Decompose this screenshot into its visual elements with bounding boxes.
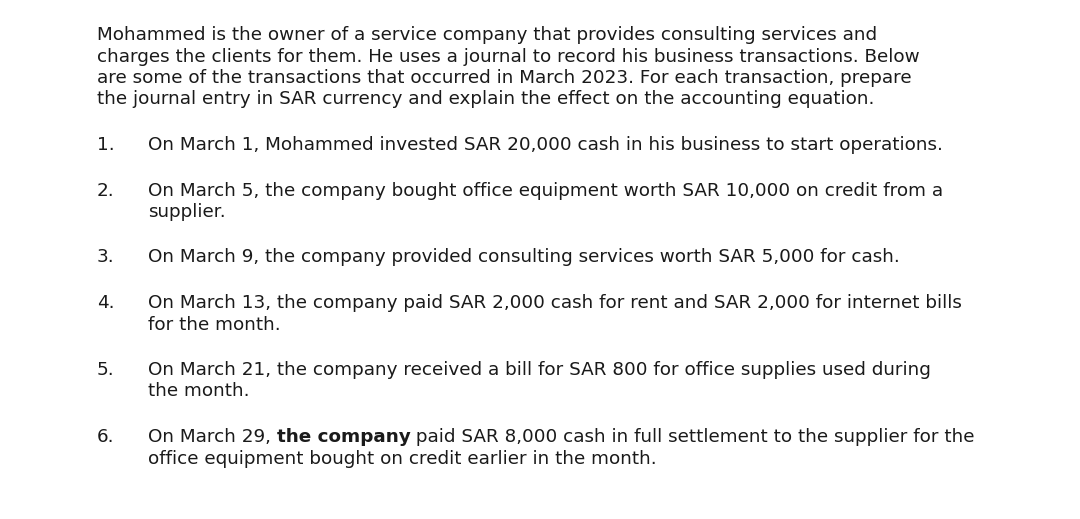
Text: for the month.: for the month. [148, 316, 281, 334]
Text: office equipment bought on credit earlier in the month.: office equipment bought on credit earlie… [148, 449, 657, 468]
Text: 2.: 2. [97, 182, 114, 199]
Text: 1.: 1. [97, 136, 114, 154]
Text: On March 13, the company paid SAR 2,000 cash for rent and SAR 2,000 for internet: On March 13, the company paid SAR 2,000 … [148, 294, 962, 312]
Text: supplier.: supplier. [148, 203, 226, 221]
Text: the journal entry in SAR currency and explain the effect on the accounting equat: the journal entry in SAR currency and ex… [97, 90, 875, 108]
Text: are some of the transactions that occurred in March 2023. For each transaction, : are some of the transactions that occurr… [97, 69, 912, 87]
Text: On March 29,: On March 29, [148, 428, 276, 446]
Text: 5.: 5. [97, 361, 114, 379]
Text: On March 5, the company bought office equipment worth SAR 10,000 on credit from : On March 5, the company bought office eq… [148, 182, 943, 199]
Text: paid SAR 8,000 cash in full settlement to the supplier for the: paid SAR 8,000 cash in full settlement t… [410, 428, 975, 446]
Text: 6.: 6. [97, 428, 114, 446]
Text: On March 1, Mohammed invested SAR 20,000 cash in his business to start operation: On March 1, Mohammed invested SAR 20,000… [148, 136, 943, 154]
Text: On March 21, the company received a bill for SAR 800 for office supplies used du: On March 21, the company received a bill… [148, 361, 931, 379]
Text: On March 9, the company provided consulting services worth SAR 5,000 for cash.: On March 9, the company provided consult… [148, 249, 900, 266]
Text: the month.: the month. [148, 383, 249, 401]
Text: 3.: 3. [97, 249, 114, 266]
Text: Mohammed is the owner of a service company that provides consulting services and: Mohammed is the owner of a service compa… [97, 26, 877, 44]
Text: charges the clients for them. He uses a journal to record his business transacti: charges the clients for them. He uses a … [97, 48, 920, 65]
Text: the company: the company [276, 428, 410, 446]
Text: 4.: 4. [97, 294, 114, 312]
